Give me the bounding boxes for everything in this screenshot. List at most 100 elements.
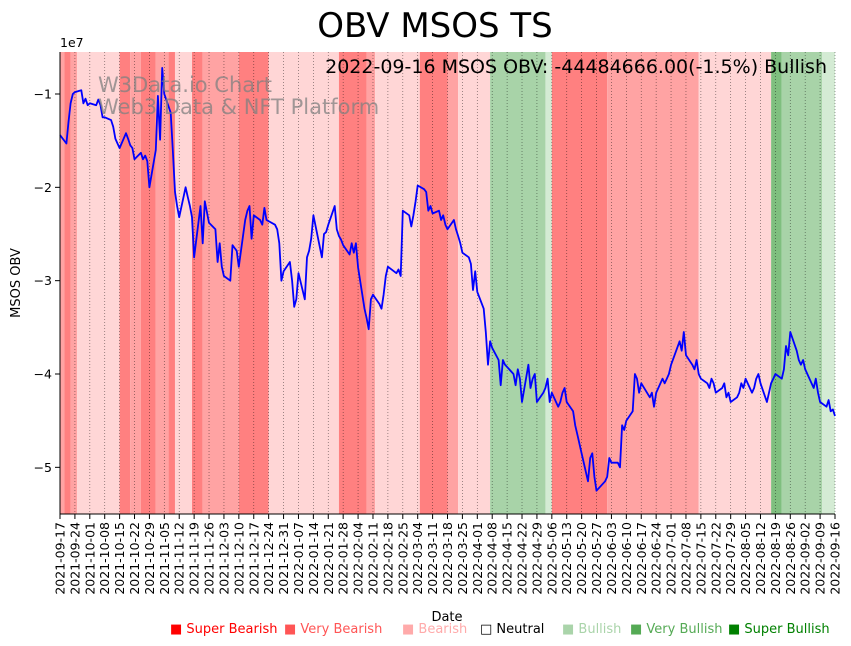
legend-item-bearish: ■ Bearish: [402, 622, 467, 637]
x-tick-label: 2022-02-18: [380, 522, 395, 595]
sentiment-band: [268, 52, 339, 514]
x-tick-label: 2021-11-19: [187, 522, 202, 595]
sentiment-band: [551, 52, 608, 514]
y-tick-label: −1: [34, 87, 52, 102]
y-tick-label: −4: [34, 367, 52, 382]
x-tick-label: 2022-06-17: [634, 522, 649, 595]
sentiment-band: [202, 52, 239, 514]
x-tick-label: 2021-11-26: [202, 522, 217, 595]
sentiment-band: [192, 52, 203, 514]
x-tick-label: 2021-12-24: [261, 522, 276, 595]
sentiment-band: [119, 52, 131, 514]
sentiment-band: [60, 52, 65, 514]
x-tick-label: 2021-11-12: [172, 522, 187, 595]
x-tick-label: 2021-10-29: [142, 522, 157, 595]
x-axis-label: Date: [431, 610, 462, 625]
x-tick-label: 2022-06-10: [619, 522, 634, 595]
x-tick-label: 2021-12-31: [276, 522, 291, 595]
sentiment-band: [64, 52, 71, 514]
x-tick-label: 2021-10-01: [82, 522, 97, 595]
sentiment-band: [70, 52, 78, 514]
x-tick-label: 2022-08-19: [768, 522, 783, 595]
sentiment-band: [140, 52, 156, 514]
x-tick-label: 2022-04-15: [500, 522, 515, 595]
x-tick-label: 2022-07-29: [723, 522, 738, 595]
legend-item-neutral: □ Neutral: [480, 622, 544, 637]
x-tick-label: 2021-10-22: [127, 522, 142, 595]
legend-item-very-bullish: ■ Very Bullish: [630, 622, 722, 637]
x-tick-label: 2022-04-01: [470, 522, 485, 595]
legend-item-super-bullish: ■ Super Bullish: [728, 622, 830, 637]
x-tick-label: 2021-11-05: [157, 522, 172, 595]
x-tick-label: 2022-08-26: [783, 522, 798, 595]
y-exponent-label: 1e7: [60, 35, 84, 50]
sentiment-band: [375, 52, 420, 514]
x-tick-label: 2022-03-18: [440, 522, 455, 595]
x-tick-label: 2022-09-16: [828, 522, 843, 595]
sentiment-band: [771, 52, 782, 514]
x-tick-label: 2022-04-08: [485, 522, 500, 595]
x-tick-label: 2022-03-11: [425, 522, 440, 595]
sentiment-band: [490, 52, 546, 514]
x-ticks: 2021-09-17 2021-09-24 2021-10-01 2021-10-08…: [53, 514, 843, 595]
x-tick-label: 2022-02-11: [365, 522, 380, 595]
y-tick-label: −3: [34, 273, 52, 288]
x-tick-label: 2022-07-15: [693, 522, 708, 595]
x-tick-label: 2022-03-04: [410, 522, 425, 595]
y-axis-label: MSOS OBV: [9, 248, 24, 318]
obv-series: [59, 67, 836, 492]
y-tick-label: −5: [34, 460, 52, 475]
watermark-line-2: Web3 Data & NFT Platform: [98, 95, 379, 119]
chart-subtitle: 2022-09-16 MSOS OBV: -44484666.00(-1.5%)…: [325, 56, 827, 78]
x-tick-label: 2021-09-17: [53, 522, 68, 595]
x-tick-label: 2022-01-14: [306, 522, 321, 595]
x-tick-label: 2022-01-21: [321, 522, 336, 595]
x-tick-label: 2022-09-09: [813, 522, 828, 595]
x-tick-label: 2021-12-10: [231, 522, 246, 595]
x-tick-label: 2022-06-03: [604, 522, 619, 595]
sentiment-band: [174, 52, 193, 514]
sentiment-band: [419, 52, 448, 514]
x-tick-label: 2022-04-22: [515, 522, 530, 595]
x-tick-label: 2022-05-20: [574, 522, 589, 595]
x-tick-label: 2022-07-08: [678, 522, 693, 595]
x-tick-label: 2021-12-17: [246, 522, 261, 595]
legend: ■ Super Bearish ■ Very Bearish ■ Bearish □ …: [170, 622, 830, 637]
x-tick-label: 2022-05-27: [589, 522, 604, 595]
x-tick-label: 2022-06-24: [649, 522, 664, 595]
x-tick-label: 2022-09-02: [798, 522, 813, 595]
sentiment-band: [77, 52, 120, 514]
y-tick-label: −2: [34, 180, 52, 195]
legend-item-bullish: ■ Bullish: [562, 622, 621, 637]
sentiment-band: [155, 52, 169, 514]
sentiment-band: [781, 52, 823, 514]
x-tick-label: 2022-04-29: [529, 522, 544, 595]
sentiment-band: [822, 52, 835, 514]
x-tick-label: 2021-10-08: [97, 522, 112, 595]
sentiment-band: [168, 52, 175, 514]
x-tick-label: 2021-12-03: [216, 522, 231, 595]
x-tick-label: 2022-05-13: [559, 522, 574, 595]
legend-item-super-bearish: ■ Super Bearish: [170, 622, 278, 637]
y-ticks: −1 −2 −3 −4 −5: [34, 87, 60, 475]
sentiment-band: [545, 52, 552, 514]
x-tick-label: 2022-02-25: [395, 522, 410, 595]
sentiment-bands: [60, 52, 835, 514]
watermark-line-1: W3Data.io Chart: [98, 73, 272, 97]
x-tick-label: 2022-03-25: [455, 522, 470, 595]
legend-item-very-bearish: ■ Very Bearish: [284, 622, 382, 637]
x-tick-label: 2022-01-28: [336, 522, 351, 595]
sentiment-band: [130, 52, 141, 514]
x-tick-label: 2021-09-24: [67, 522, 82, 595]
sentiment-band: [338, 52, 367, 514]
x-tick-label: 2022-08-12: [753, 522, 768, 595]
x-tick-label: 2022-08-05: [738, 522, 753, 595]
sentiment-band: [607, 52, 699, 514]
x-tick-label: 2022-07-01: [664, 522, 679, 595]
x-tick-label: 2022-07-22: [708, 522, 723, 595]
sentiment-band: [698, 52, 772, 514]
obv-line: [59, 67, 836, 492]
sentiment-band: [447, 52, 459, 514]
x-tick-label: 2022-01-07: [291, 522, 306, 595]
